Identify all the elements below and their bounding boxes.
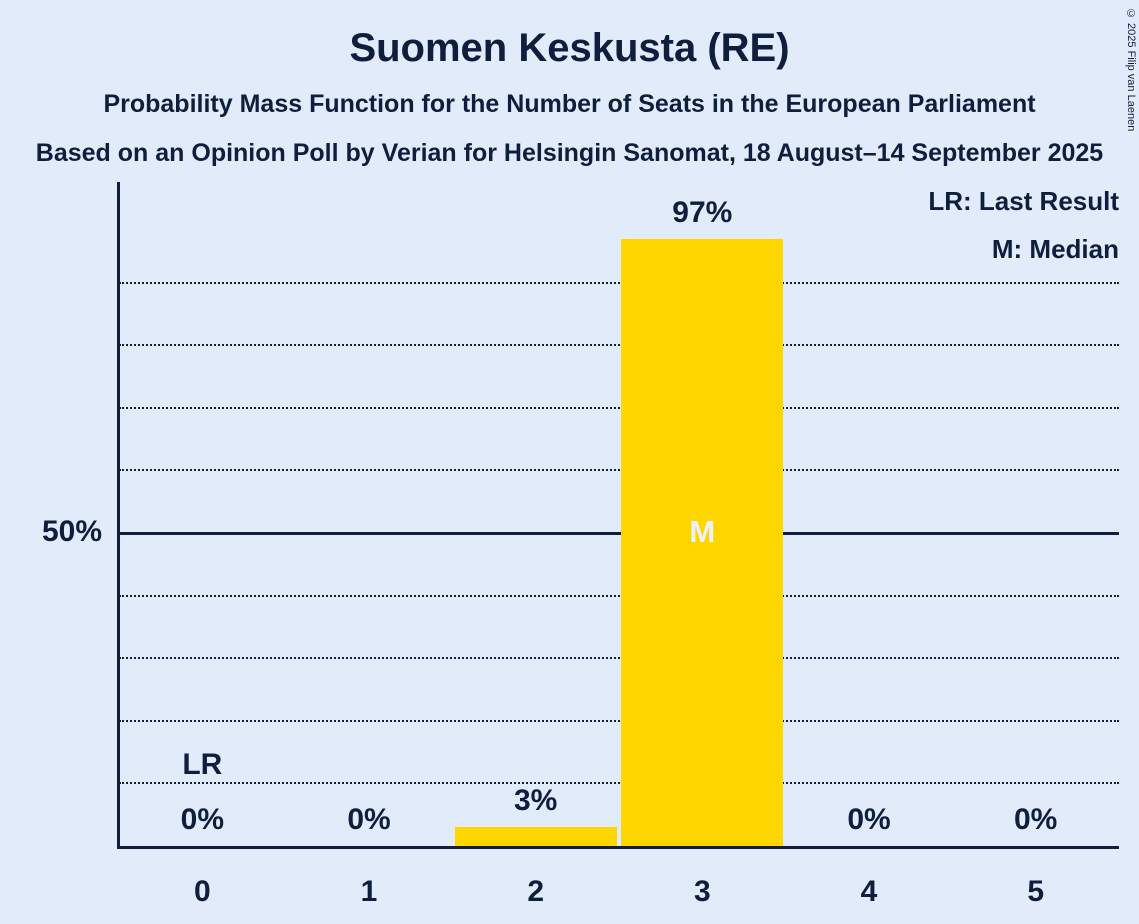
bar-value-label: 3% [513, 784, 558, 818]
gridline-20pct [119, 719, 1119, 722]
chart-subtitle: Probability Mass Function for the Number… [103, 90, 1036, 118]
bar-seats-3 [621, 238, 784, 846]
y-axis-50-label: 50% [41, 515, 102, 548]
x-tick-label-1: 1 [360, 875, 378, 908]
chart-title: Suomen Keskusta (RE) [349, 26, 790, 70]
gridline-70pct [119, 406, 1119, 409]
x-axis-line [117, 846, 1119, 849]
legend-median: M: Median [991, 234, 1119, 264]
last-result-marker: LR [182, 748, 223, 781]
gridline-30pct [119, 657, 1119, 660]
gridline-60pct [119, 469, 1119, 472]
legend-last-result: LR: Last Result [928, 186, 1119, 216]
chart-source-line: Based on an Opinion Poll by Verian for H… [35, 139, 1104, 167]
gridline-40pct [119, 594, 1119, 597]
y-axis-line [117, 182, 120, 849]
bar-seats-2 [454, 827, 617, 846]
x-tick-label-3: 3 [693, 875, 711, 908]
x-tick-label-2: 2 [527, 875, 544, 908]
gridline-10pct [119, 782, 1119, 785]
bar-value-label: 0% [180, 803, 224, 836]
median-marker: M [689, 514, 716, 549]
x-tick-label-4: 4 [860, 875, 878, 908]
gridline-50pct-solid [119, 532, 1119, 535]
bar-value-label: 0% [347, 803, 391, 836]
copyright-notice: © 2025 Filip van Laenen [1125, 8, 1137, 132]
bar-value-label: 0% [1013, 803, 1058, 836]
gridline-90pct [119, 281, 1119, 284]
gridline-80pct [119, 344, 1119, 347]
x-tick-label-0: 0 [193, 875, 211, 908]
bar-value-label: 97% [672, 195, 733, 229]
x-tick-label-5: 5 [1027, 875, 1044, 908]
bar-value-label: 0% [847, 803, 891, 836]
